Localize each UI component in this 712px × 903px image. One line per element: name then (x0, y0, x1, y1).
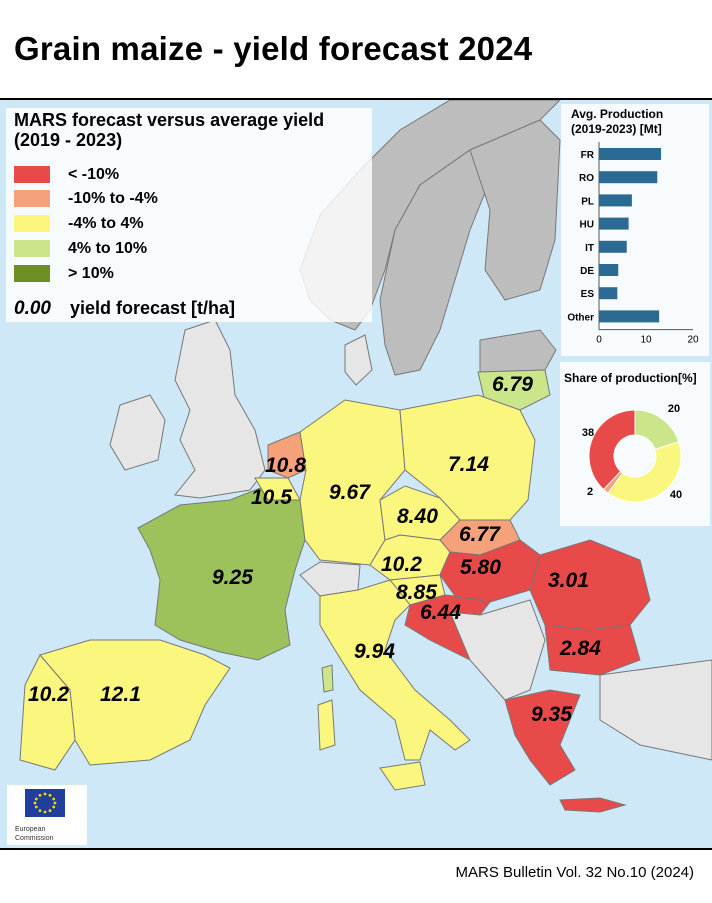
bar-chart-svg: Avg. Production (2019-2023) [Mt] FR RO PL H… (567, 107, 699, 346)
value-romania: 3.01 (548, 569, 589, 592)
value-france: 9.25 (212, 566, 253, 589)
value-hungary: 5.80 (460, 556, 501, 579)
donut-slice (607, 441, 682, 503)
value-portugal: 10.2 (28, 683, 69, 706)
estonia-latvia (479, 329, 557, 373)
donut-slice (588, 409, 636, 491)
legend-swatch-3 (14, 215, 50, 232)
bar-fr (599, 148, 662, 160)
donut-slice-label: 40 (670, 489, 682, 501)
title-bar: Grain maize - yield forecast 2024 (0, 0, 712, 100)
logo-text-line2: Commission (15, 835, 54, 842)
bar-chart-title-line2: (2019-2023) [Mt] (571, 122, 662, 136)
legend-swatch-2 (14, 190, 50, 207)
european-commission-logo: European Commission (7, 785, 87, 845)
bar-pl (599, 194, 632, 207)
great-britain (174, 319, 266, 499)
bar-category-label: PL (581, 196, 594, 207)
value-italy: 9.94 (354, 640, 395, 663)
legend-label-4: 4% to 10% (68, 240, 148, 257)
value-germany: 9.67 (329, 481, 370, 504)
crete (559, 797, 627, 813)
balkans (449, 599, 546, 701)
legend-label-3: -4% to 4% (68, 215, 144, 232)
bar-hu (599, 217, 629, 230)
legend-title-line1: MARS forecast versus average yield (14, 110, 325, 130)
bar-es (599, 287, 618, 300)
bar-other (599, 310, 660, 323)
turkey (599, 659, 712, 761)
donut-chart-svg: Share of production[%] 20 40 2 38 (564, 371, 697, 503)
value-netherlands: 10.8 (265, 454, 306, 477)
value-lithuania: 6.79 (492, 373, 533, 396)
bar-category-label: IT (585, 243, 594, 254)
footer-citation: MARS Bulletin Vol. 32 No.10 (2024) (455, 864, 694, 881)
eu-flag-icon: European Commission (15, 789, 65, 842)
legend-swatch-1 (14, 166, 50, 183)
sardinia (317, 699, 336, 751)
production-share-donut: Share of production[%] 20 40 2 38 (560, 362, 710, 526)
france (137, 484, 306, 661)
legend-sample-value: 0.00 (14, 298, 51, 319)
legend: MARS forecast versus average yield (2019… (6, 108, 372, 322)
value-greece: 9.35 (531, 703, 572, 726)
switzerland (299, 561, 361, 597)
legend-sample-label: yield forecast [t/ha] (70, 298, 236, 318)
sicily (379, 761, 426, 791)
greece (504, 689, 581, 786)
value-croatia: 6.44 (420, 601, 461, 624)
legend-label-1: < -10% (68, 166, 120, 183)
legend-title: MARS forecast versus average yield (2019… (14, 110, 324, 150)
logo-text-line1: European (15, 826, 45, 833)
legend-label-2: -10% to -4% (68, 190, 158, 207)
bulgaria (544, 624, 641, 676)
bar-it (599, 240, 627, 253)
portugal (19, 654, 76, 771)
donut-slice-label: 38 (582, 427, 594, 439)
legend-swatch-4 (14, 240, 50, 257)
legend-swatch-5 (14, 265, 50, 282)
finland (469, 119, 561, 301)
bar-x-tick-label: 20 (687, 335, 699, 346)
bar-category-label: HU (580, 220, 594, 231)
donut-slice-label: 20 (668, 403, 680, 415)
value-slovakia: 6.77 (459, 523, 500, 546)
production-bar-chart: Avg. Production (2019-2023) [Mt] FR RO PL H… (561, 104, 709, 356)
donut-chart-title: Share of production[%] (564, 371, 697, 385)
value-bulgaria: 2.84 (560, 637, 601, 660)
bar-chart-title-line1: Avg. Production (571, 107, 663, 121)
footer: MARS Bulletin Vol. 32 No.10 (2024) (0, 848, 712, 903)
bar-category-label: Other (567, 312, 594, 323)
value-spain: 12.1 (100, 683, 141, 706)
bar-category-label: RO (579, 173, 594, 184)
denmark (344, 334, 373, 386)
value-slovenia: 8.85 (396, 581, 437, 604)
bar-category-label: ES (581, 289, 595, 300)
bar-ro (599, 171, 658, 184)
italy (319, 579, 471, 761)
bar-x-tick-label: 0 (596, 335, 602, 346)
value-austria: 10.2 (381, 553, 422, 576)
bar-x-tick-label: 10 (640, 335, 652, 346)
bar-de (599, 264, 619, 276)
netherlands (267, 431, 307, 479)
sweden (379, 149, 491, 376)
donut-slice-label: 2 (587, 486, 593, 498)
ireland (109, 394, 166, 471)
value-belgium: 10.5 (251, 486, 292, 509)
poland (399, 394, 536, 521)
bar-category-label: FR (581, 150, 595, 161)
legend-label-5: > 10% (68, 265, 114, 282)
value-poland: 7.14 (448, 453, 489, 476)
corsica (321, 664, 334, 693)
map-title: Grain maize - yield forecast 2024 (14, 30, 533, 67)
value-czechia: 8.40 (397, 505, 438, 528)
legend-title-line2: (2019 - 2023) (14, 130, 123, 150)
bar-category-label: DE (580, 266, 594, 277)
